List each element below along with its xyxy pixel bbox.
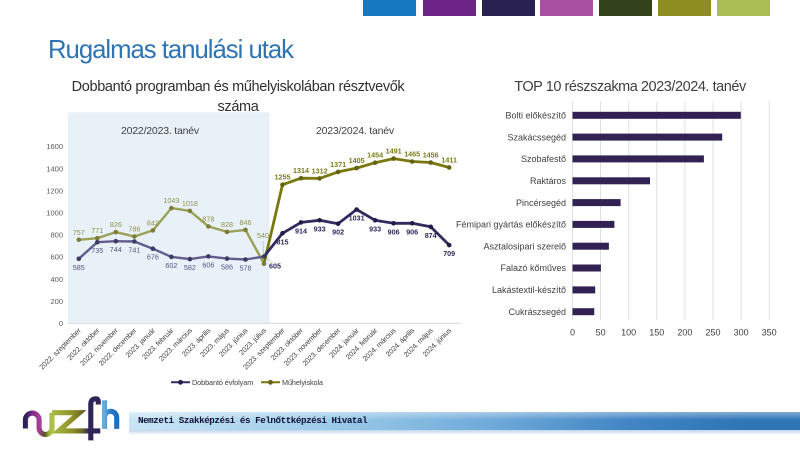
svg-text:1200: 1200 — [46, 186, 63, 195]
svg-text:200: 200 — [50, 297, 63, 306]
svg-text:1314: 1314 — [293, 166, 309, 175]
svg-text:Bolti előkészítő: Bolti előkészítő — [505, 111, 566, 121]
svg-text:50: 50 — [596, 328, 606, 338]
svg-text:1000: 1000 — [46, 209, 63, 218]
svg-text:100: 100 — [621, 328, 636, 338]
svg-text:828: 828 — [221, 220, 233, 229]
svg-text:800: 800 — [50, 231, 63, 240]
svg-text:815: 815 — [277, 237, 289, 246]
svg-text:Falazó kőműves: Falazó kőműves — [500, 263, 566, 273]
svg-text:1255: 1255 — [275, 173, 291, 182]
svg-text:250: 250 — [705, 328, 720, 338]
svg-text:602: 602 — [165, 261, 177, 270]
svg-text:1400: 1400 — [46, 164, 63, 173]
svg-text:0: 0 — [59, 319, 63, 328]
svg-text:Cukrászsegéd: Cukrászsegéd — [508, 307, 566, 317]
svg-text:1456: 1456 — [423, 151, 439, 160]
svg-text:Szakácssegéd: Szakácssegéd — [507, 132, 566, 142]
svg-text:735: 735 — [91, 246, 103, 255]
svg-text:2022/2023. tanév: 2022/2023. tanév — [121, 125, 200, 137]
svg-text:902: 902 — [332, 228, 344, 237]
svg-text:676: 676 — [147, 253, 159, 262]
svg-text:1371: 1371 — [330, 160, 346, 169]
svg-text:400: 400 — [50, 275, 63, 284]
svg-text:1043: 1043 — [163, 196, 179, 205]
svg-text:585: 585 — [73, 263, 85, 272]
svg-text:150: 150 — [649, 328, 664, 338]
svg-text:786: 786 — [128, 225, 140, 234]
svg-text:Fémipari gyártás előkészítő: Fémipari gyártás előkészítő — [456, 220, 566, 230]
svg-text:582: 582 — [184, 263, 196, 272]
svg-text:Dobbantó évfolyam: Dobbantó évfolyam — [192, 378, 253, 387]
svg-text:1411: 1411 — [441, 156, 457, 165]
svg-text:1405: 1405 — [349, 156, 365, 165]
svg-text:1018: 1018 — [182, 199, 198, 208]
svg-text:914: 914 — [295, 226, 307, 235]
svg-text:Lakástextil-készítő: Lakástextil-készítő — [492, 285, 566, 295]
svg-text:Raktáros: Raktáros — [530, 176, 567, 186]
svg-text:1454: 1454 — [367, 151, 383, 160]
svg-text:1465: 1465 — [404, 150, 420, 159]
svg-text:826: 826 — [110, 220, 122, 229]
svg-text:540: 540 — [257, 231, 269, 240]
svg-text:709: 709 — [443, 249, 455, 258]
svg-text:741: 741 — [128, 246, 140, 255]
svg-text:300: 300 — [734, 328, 749, 338]
svg-text:1600: 1600 — [46, 142, 63, 151]
svg-text:878: 878 — [202, 214, 214, 223]
svg-text:586: 586 — [221, 263, 233, 272]
svg-text:1031: 1031 — [349, 214, 365, 223]
svg-text:606: 606 — [202, 260, 214, 269]
svg-text:Asztalosipari szerelő: Asztalosipari szerelő — [483, 241, 566, 251]
svg-text:771: 771 — [91, 226, 103, 235]
svg-text:2023/2024. tanév: 2023/2024. tanév — [316, 125, 395, 137]
svg-text:906: 906 — [388, 227, 400, 236]
svg-text:1491: 1491 — [386, 147, 402, 156]
svg-text:605: 605 — [269, 262, 281, 271]
svg-text:Pincérsegéd: Pincérsegéd — [516, 198, 566, 208]
svg-text:933: 933 — [314, 224, 326, 233]
svg-text:578: 578 — [240, 264, 252, 273]
svg-text:744: 744 — [110, 245, 122, 254]
svg-text:933: 933 — [369, 224, 381, 233]
svg-text:757: 757 — [73, 228, 85, 237]
svg-text:906: 906 — [406, 227, 418, 236]
svg-text:1312: 1312 — [312, 166, 328, 175]
svg-text:842: 842 — [147, 218, 159, 227]
svg-text:200: 200 — [677, 328, 692, 338]
svg-text:0: 0 — [570, 328, 575, 338]
svg-text:874: 874 — [425, 231, 437, 240]
svg-text:600: 600 — [50, 253, 63, 262]
svg-text:Műhelyiskola: Műhelyiskola — [282, 378, 324, 387]
svg-text:350: 350 — [762, 328, 777, 338]
svg-text:846: 846 — [240, 218, 252, 227]
svg-text:Szobafestő: Szobafestő — [521, 154, 566, 164]
